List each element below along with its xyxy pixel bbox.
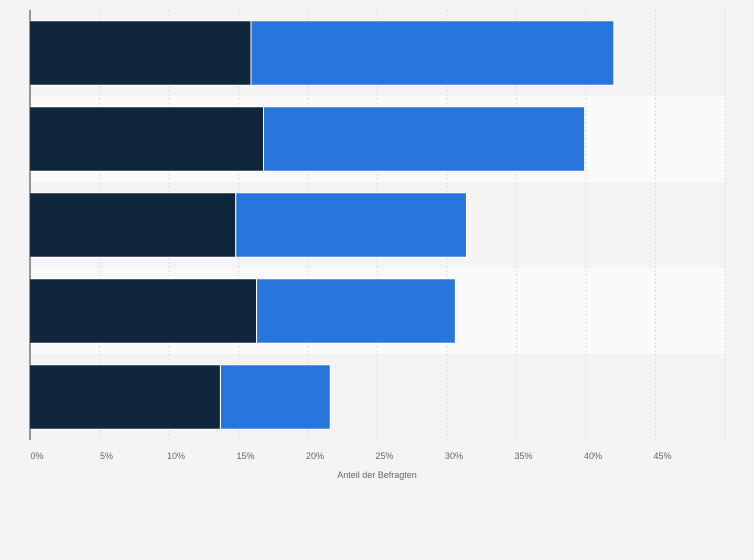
x-tick-label: 30% xyxy=(445,451,463,461)
bar-series-2-row-2 xyxy=(263,106,586,172)
bar-series-2-row-4 xyxy=(256,278,456,344)
x-tick-label: 35% xyxy=(514,451,532,461)
bar-series-2-row-3 xyxy=(235,192,467,258)
bar-series-1-row-5 xyxy=(29,364,221,430)
x-tick-label: 25% xyxy=(375,451,393,461)
x-tick-label: 40% xyxy=(584,451,602,461)
bar-series-1-row-1 xyxy=(29,20,252,86)
x-axis-ticks: 0% 5% 10% 15% 20% 25% 30% 35% 40% 45% xyxy=(30,451,671,461)
x-tick-label: 0% xyxy=(30,451,43,461)
x-tick-label: 10% xyxy=(167,451,185,461)
bar-series-2-row-1 xyxy=(250,20,615,86)
x-tick-label: 45% xyxy=(653,451,671,461)
bar-series-2-row-5 xyxy=(219,364,331,430)
x-tick-label: 20% xyxy=(306,451,324,461)
bars xyxy=(29,20,615,430)
bar-series-1-row-3 xyxy=(29,192,237,258)
bar-series-1-row-2 xyxy=(29,106,265,172)
x-tick-label: 5% xyxy=(100,451,113,461)
x-tick-label: 15% xyxy=(236,451,254,461)
bar-series-1-row-4 xyxy=(29,278,258,344)
x-axis-title: Anteil der Befragten xyxy=(337,470,417,480)
